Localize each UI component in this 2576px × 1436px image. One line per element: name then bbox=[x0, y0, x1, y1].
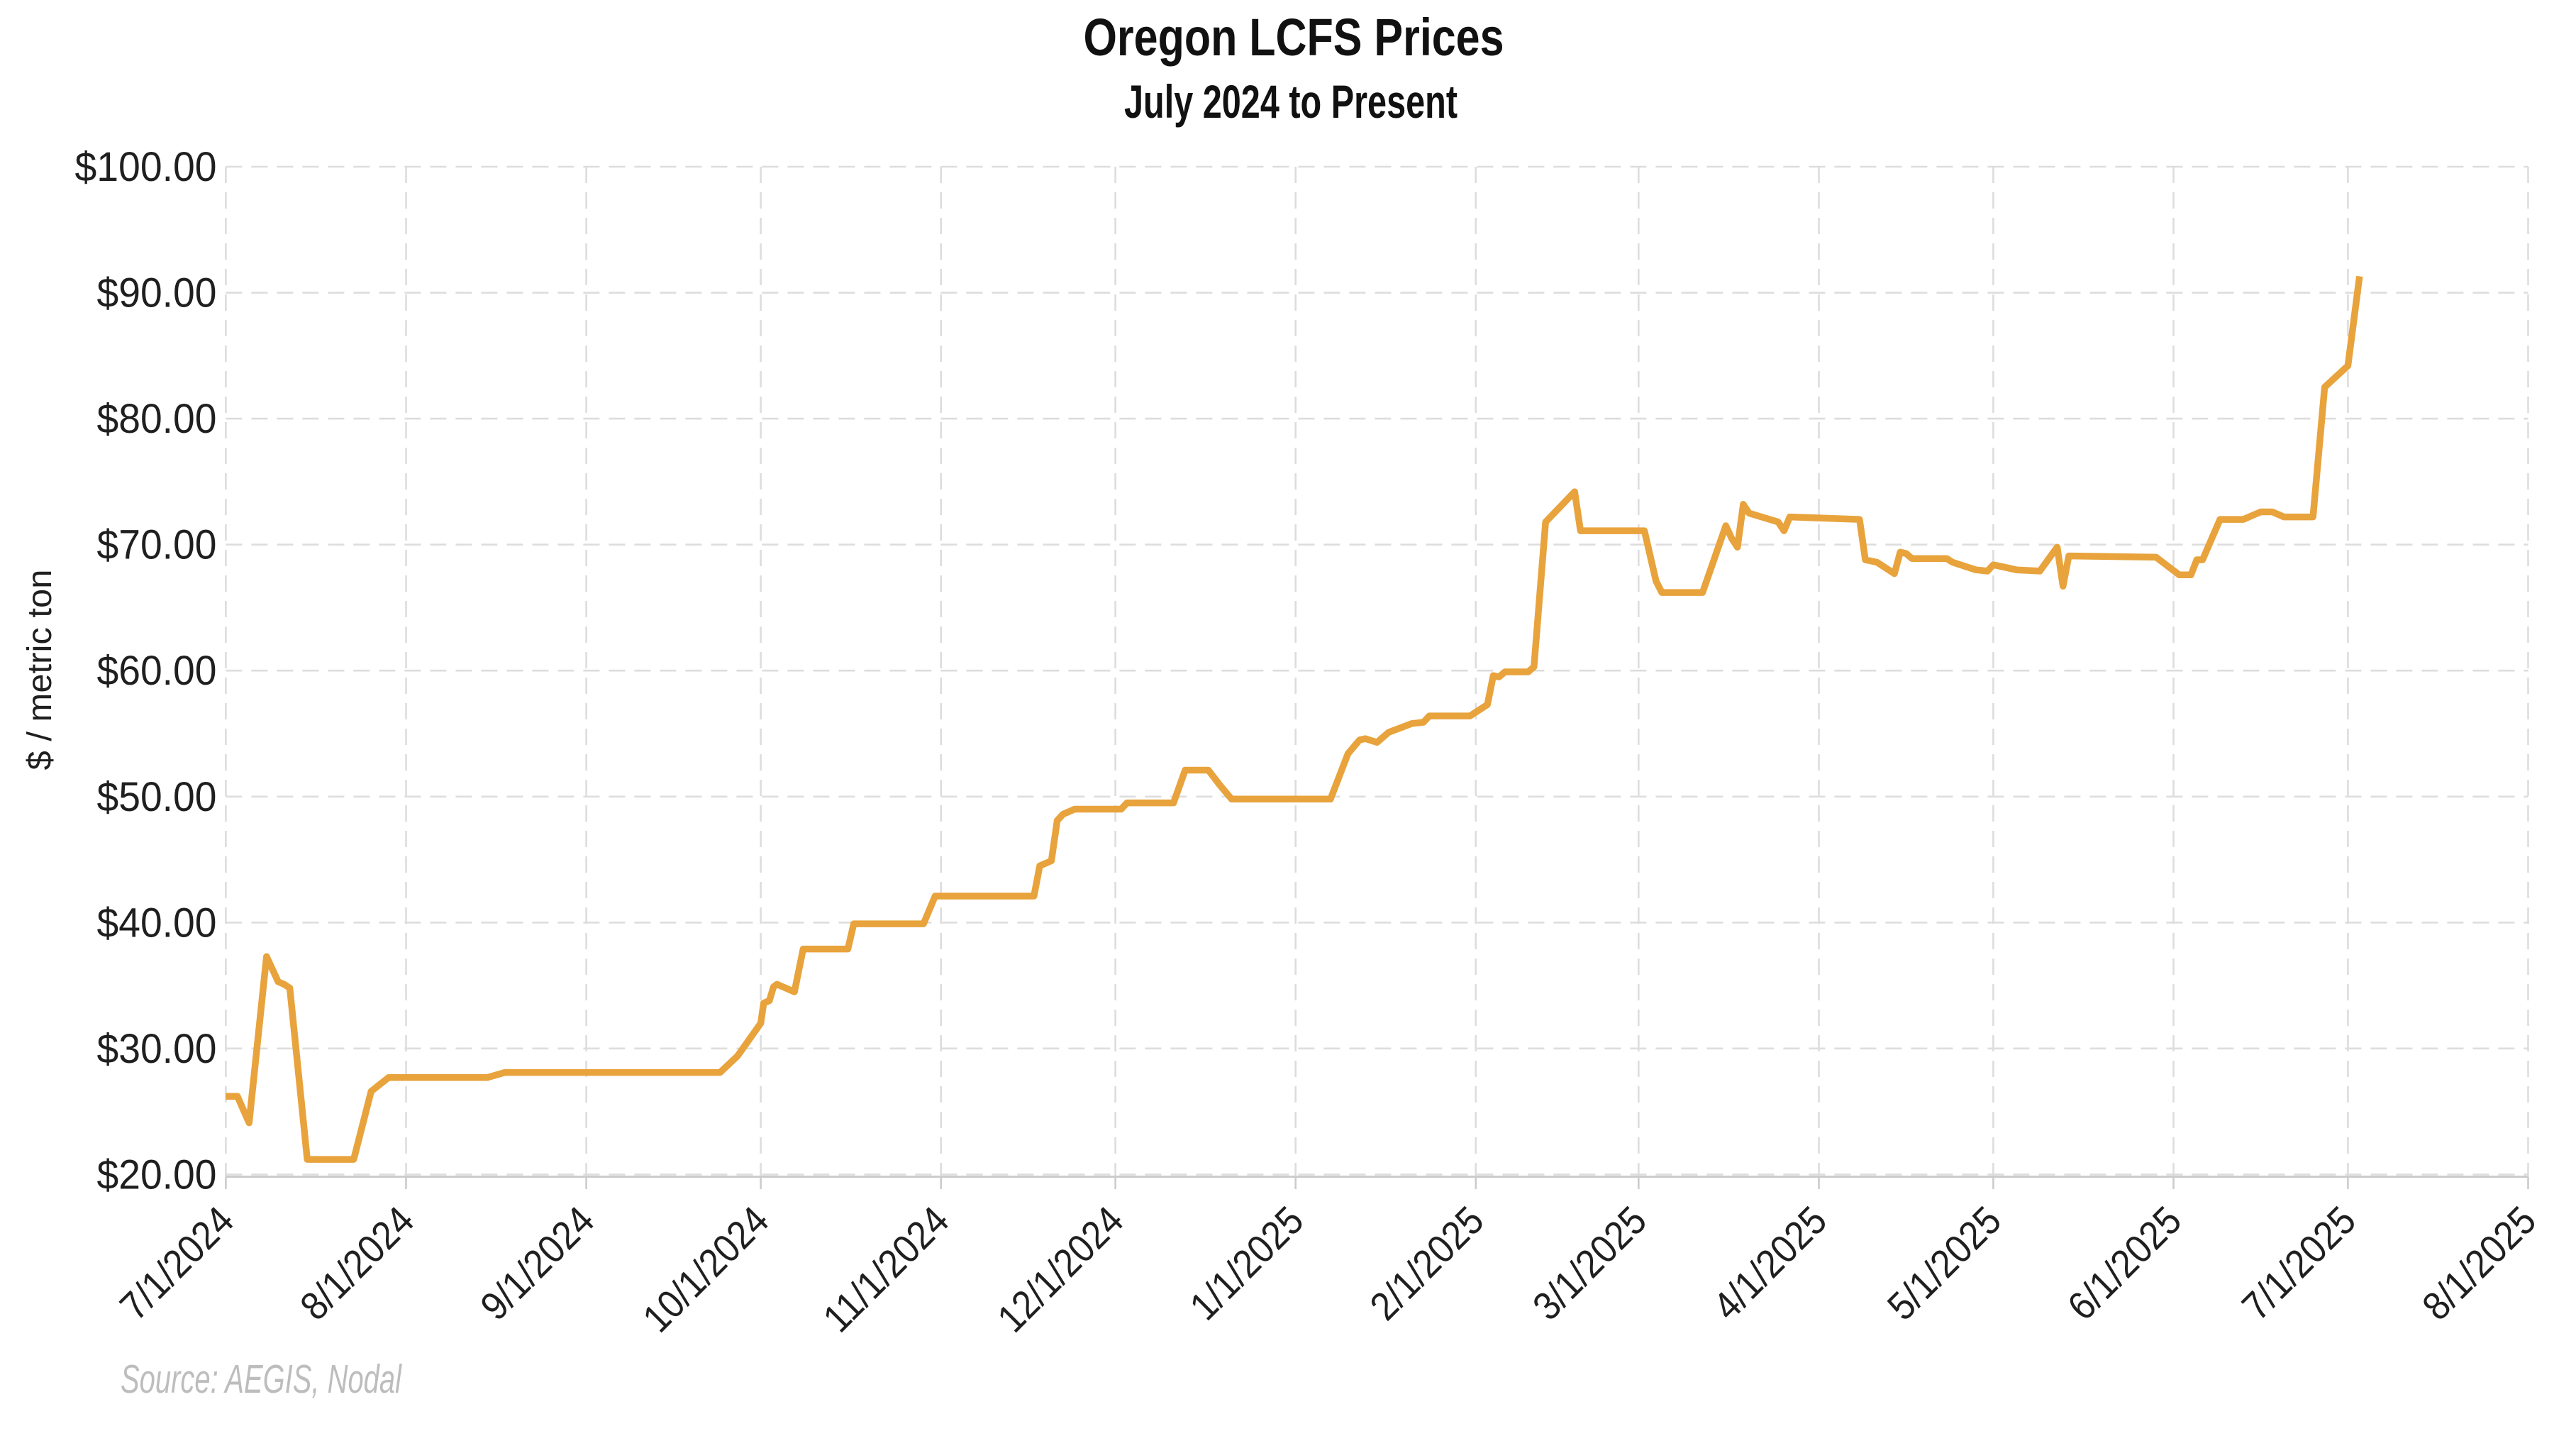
svg-text:$60.00: $60.00 bbox=[97, 648, 217, 694]
svg-text:$70.00: $70.00 bbox=[97, 522, 217, 568]
svg-text:$90.00: $90.00 bbox=[97, 270, 217, 316]
svg-text:$100.00: $100.00 bbox=[75, 144, 217, 190]
svg-text:Oregon LCFS Prices: Oregon LCFS Prices bbox=[1084, 8, 1504, 67]
svg-text:$ / metric ton: $ / metric ton bbox=[21, 570, 59, 771]
svg-text:Source: AEGIS, Nodal: Source: AEGIS, Nodal bbox=[121, 1357, 402, 1402]
svg-text:July 2024 to Present: July 2024 to Present bbox=[1124, 75, 1458, 128]
svg-text:$30.00: $30.00 bbox=[97, 1026, 217, 1072]
svg-text:$20.00: $20.00 bbox=[97, 1151, 217, 1198]
svg-text:$40.00: $40.00 bbox=[97, 900, 217, 946]
svg-text:$50.00: $50.00 bbox=[97, 774, 217, 820]
svg-text:$80.00: $80.00 bbox=[97, 396, 217, 442]
